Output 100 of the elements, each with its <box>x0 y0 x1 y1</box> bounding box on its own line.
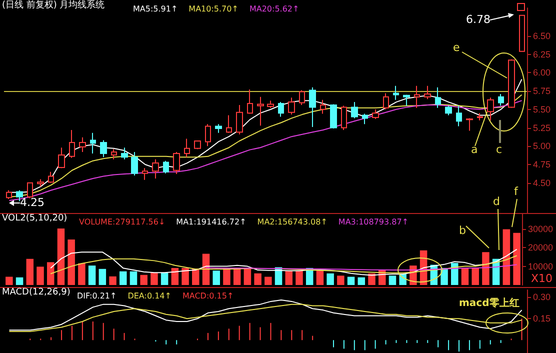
candlestick <box>111 148 117 160</box>
series-label: VOLUME:279117.56↓ <box>79 218 166 226</box>
y-tick-label: 20000 <box>528 242 554 253</box>
candlestick <box>477 112 483 121</box>
annotation: 6.78 <box>466 13 490 26</box>
bar <box>36 266 44 285</box>
candlestick <box>184 138 190 158</box>
bar <box>160 272 168 285</box>
candlestick <box>403 94 410 106</box>
bar <box>264 276 272 285</box>
series-label: DEA:0.14↑ <box>128 292 172 300</box>
y-tick-label: 0.15 <box>533 314 551 324</box>
candlestick <box>163 160 169 174</box>
bar <box>212 270 220 285</box>
bar <box>347 276 355 285</box>
candlestick <box>362 113 368 125</box>
series-label: DIF:0.21↑ <box>77 292 117 300</box>
text: X10 <box>531 272 553 285</box>
candlestick <box>142 168 148 180</box>
candlestick <box>69 129 75 158</box>
candlestick <box>226 114 232 134</box>
bar <box>130 271 138 285</box>
candlestick <box>27 182 33 199</box>
annotation: d <box>493 195 500 208</box>
bar <box>88 266 96 285</box>
bar <box>78 263 86 285</box>
bar <box>182 268 189 285</box>
candlestick <box>435 86 441 108</box>
candlestick <box>257 96 264 126</box>
y-tick-label: 6.25 <box>533 49 551 60</box>
annotation: e <box>453 41 460 54</box>
bar <box>16 277 24 285</box>
candlestick <box>247 89 253 114</box>
bar <box>68 240 75 285</box>
candlestick <box>519 14 525 52</box>
line-series <box>50 248 518 276</box>
candlestick <box>79 136 86 153</box>
bar <box>254 273 262 285</box>
y-tick-label: 10000 <box>528 261 554 272</box>
bar <box>513 232 520 285</box>
bar <box>46 262 54 285</box>
bar <box>482 252 490 285</box>
candlestick <box>278 102 284 118</box>
text: MA3:108793.87↑ <box>338 218 409 226</box>
chart-title: VOL2(5,10,20) <box>2 214 68 224</box>
y-tick-label: 4.75 <box>533 160 551 170</box>
y-tick-label: 5.75 <box>533 86 551 96</box>
bar <box>451 262 458 285</box>
annotation: 4.25 <box>20 196 44 209</box>
candlestick <box>58 147 65 169</box>
bar <box>358 277 366 285</box>
bar <box>368 273 376 285</box>
candlestick <box>508 58 515 108</box>
candlestick <box>90 132 96 154</box>
y-tick-label: 4.50 <box>533 178 551 188</box>
bar <box>140 274 148 285</box>
text: MA2:156743.08↑ <box>257 218 328 226</box>
line-series <box>50 255 518 274</box>
annotation: f <box>514 185 518 198</box>
candlestick <box>288 97 295 116</box>
bar <box>461 268 469 285</box>
candlestick <box>498 93 504 106</box>
text: MA5:5.91↑ <box>133 4 178 14</box>
candlestick <box>330 104 337 129</box>
candlestick <box>6 190 12 200</box>
bar <box>296 270 303 285</box>
text: MA10:5.70↑ <box>188 4 238 14</box>
candlestick <box>341 105 347 130</box>
y-tick-label: 6.50 <box>533 30 551 41</box>
candlestick <box>456 105 462 127</box>
candlestick <box>309 86 316 128</box>
candlestick <box>152 158 159 179</box>
y-tick-label: 30000 <box>528 224 554 234</box>
bar <box>109 276 116 285</box>
candlestick <box>299 90 305 106</box>
y-tick-label: 6.00 <box>533 68 551 78</box>
bar <box>244 268 252 285</box>
bar <box>326 273 334 285</box>
bar <box>388 276 396 285</box>
candlestick <box>48 171 54 184</box>
annotation: a <box>471 143 478 156</box>
candlestick <box>445 105 452 116</box>
bar <box>223 268 230 285</box>
bar <box>6 276 13 285</box>
annotation: c <box>496 143 502 156</box>
bar <box>316 270 324 285</box>
candlestick <box>236 104 243 135</box>
chart-title: MACD(12,26,9) <box>2 288 70 298</box>
annotation: b <box>459 224 466 237</box>
bar <box>285 270 293 285</box>
chart-title: (日线 前复权) 月均线系统 <box>2 0 105 10</box>
candlestick <box>267 100 274 108</box>
bar <box>150 272 158 285</box>
candlestick <box>424 85 431 100</box>
candlestick <box>351 102 358 119</box>
bar <box>26 258 34 285</box>
annotation: macd零上红 <box>459 298 520 310</box>
candlestick <box>37 178 44 188</box>
candlestick <box>215 124 222 134</box>
candlestick <box>383 92 389 110</box>
